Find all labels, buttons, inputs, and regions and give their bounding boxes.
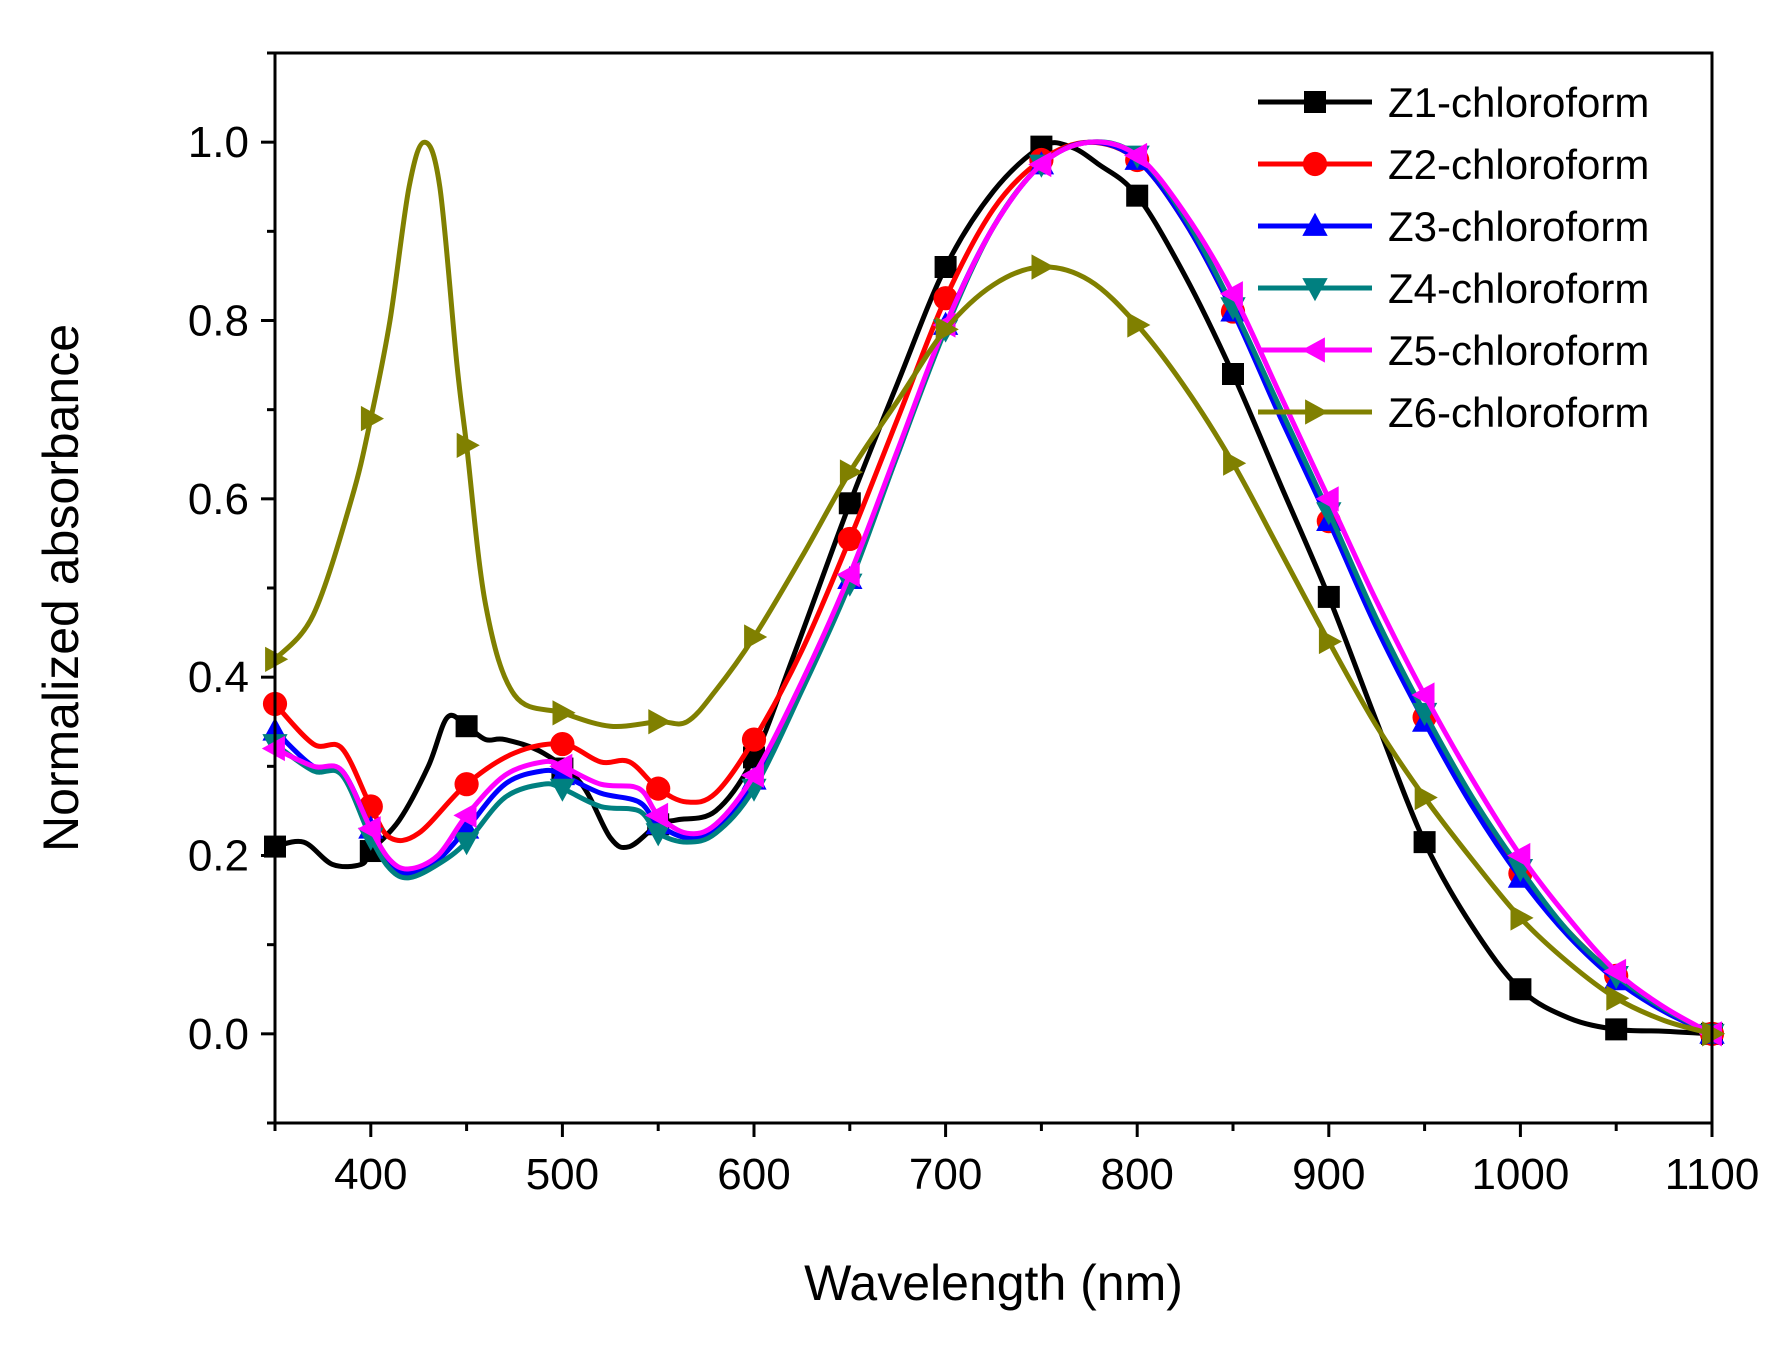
legend-label: Z4-chloroform [1388, 265, 1649, 312]
data-point [1126, 184, 1149, 207]
x-tick-label: 1100 [1665, 1150, 1760, 1199]
y-tick-label: 0.0 [188, 1010, 249, 1059]
data-point [741, 727, 767, 752]
data-point [1603, 958, 1627, 985]
x-tick-label: 800 [1100, 1150, 1173, 1199]
data-point [740, 762, 764, 788]
data-point [1219, 281, 1243, 307]
data-point [836, 562, 860, 588]
data-point [646, 776, 671, 801]
data-point [1413, 831, 1436, 854]
data-point [1222, 363, 1244, 385]
x-tick-label: 1000 [1471, 1150, 1569, 1199]
y-axis-title: Normalized absorbance [33, 324, 89, 852]
data-point [744, 624, 768, 650]
data-point [456, 432, 480, 458]
x-tick-label: 700 [909, 1150, 982, 1199]
series-group [261, 135, 1726, 1047]
data-point [1124, 142, 1148, 169]
legend-marker [1305, 399, 1329, 425]
data-point [455, 715, 478, 738]
x-tick-label: 900 [1292, 1150, 1365, 1199]
data-point [360, 405, 384, 432]
legend: Z1-chloroform Z2-chloroform Z3-chloroform Z… [1258, 79, 1649, 436]
data-point [645, 802, 669, 828]
x-tick-label: 500 [526, 1150, 599, 1199]
legend-label: Z2-chloroform [1388, 141, 1649, 188]
legend-item: Z3-chloroform [1258, 203, 1649, 250]
series-6 [265, 139, 1726, 1047]
legend-marker [1302, 151, 1328, 177]
data-point [645, 823, 671, 847]
data-point [1507, 842, 1531, 869]
y-tick-label: 0.6 [188, 475, 249, 524]
data-point [837, 526, 862, 552]
x-tick-label: 600 [717, 1150, 790, 1199]
data-point [1702, 1021, 1726, 1047]
data-point [1318, 628, 1342, 655]
legend-marker [1302, 212, 1328, 236]
y-tick-label: 0.4 [188, 653, 249, 702]
data-point [648, 709, 672, 735]
data-point [453, 802, 477, 828]
legend-item: Z4-chloroform [1258, 265, 1649, 312]
data-point [549, 778, 576, 802]
legend-item: Z2-chloroform [1258, 141, 1649, 188]
legend-label: Z5-chloroform [1388, 327, 1649, 374]
series-5 [261, 139, 1722, 1047]
legend-label: Z1-chloroform [1388, 79, 1649, 126]
data-point [357, 816, 381, 842]
legend-label: Z6-chloroform [1388, 389, 1649, 436]
x-axis-title: Wavelength (nm) [804, 1255, 1183, 1311]
x-tick-label: 400 [334, 1150, 407, 1199]
data-point [1509, 978, 1532, 1001]
data-point [265, 646, 289, 672]
data-point [454, 772, 479, 797]
legend-item: Z5-chloroform [1258, 327, 1649, 374]
data-point [1606, 985, 1630, 1011]
data-point [552, 700, 576, 726]
data-point [1127, 312, 1151, 338]
legend-item: Z6-chloroform [1258, 389, 1649, 436]
data-point [1028, 151, 1052, 178]
y-tick-label: 1.0 [188, 118, 249, 167]
data-point [934, 256, 957, 278]
data-point [1411, 682, 1435, 708]
data-point [933, 286, 958, 311]
data-point [1031, 254, 1055, 280]
legend-marker [1304, 91, 1326, 113]
data-point [454, 832, 480, 856]
series-line [272, 139, 1715, 1037]
data-point [1414, 784, 1438, 811]
y-tick-label: 0.8 [188, 297, 249, 346]
data-point [261, 735, 285, 762]
data-point [549, 753, 573, 779]
data-point [935, 316, 959, 343]
data-point [839, 459, 863, 485]
y-tick-label: 0.2 [188, 832, 249, 881]
axes-group: 400 500 600 700 800 900 1000 1100 0.0 0.2 0.4 0.6 0.… [188, 51, 1760, 1199]
data-point [1317, 585, 1340, 608]
legend-marker [1302, 278, 1328, 302]
legend-item: Z1-chloroform [1258, 79, 1649, 126]
data-point [1223, 450, 1247, 476]
data-point [838, 492, 861, 515]
legend-label: Z3-chloroform [1388, 203, 1649, 250]
data-point [1315, 486, 1339, 512]
data-point [1605, 1018, 1628, 1041]
data-point [1510, 905, 1534, 931]
data-point [550, 731, 575, 757]
legend-marker [1301, 337, 1325, 363]
